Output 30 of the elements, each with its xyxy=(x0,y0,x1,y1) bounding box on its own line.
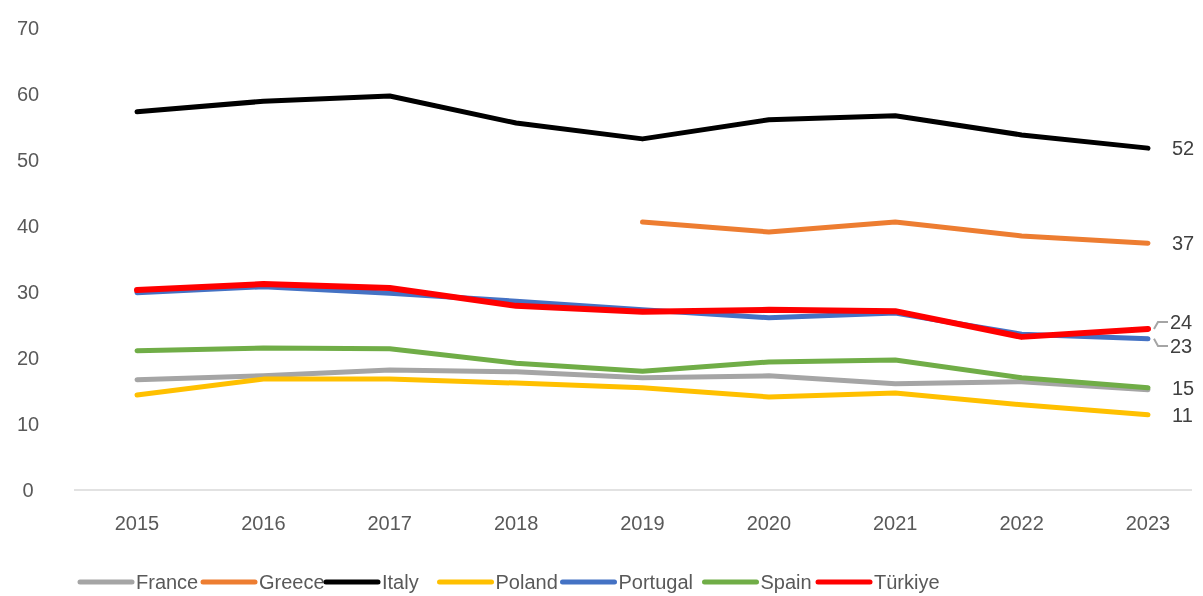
y-tick-label: 10 xyxy=(16,413,40,435)
y-tick-label: 60 xyxy=(16,83,40,105)
y-tick-label: 30 xyxy=(16,281,40,303)
y-tick-label: 0 xyxy=(22,479,34,501)
x-tick-label: 2018 xyxy=(493,512,539,534)
data-label: 23 xyxy=(1170,334,1193,357)
y-tick-label: 20 xyxy=(16,347,40,369)
legend-label: Italy xyxy=(382,571,419,593)
data-label: 15 xyxy=(1172,376,1195,399)
data-label: 24 xyxy=(1170,310,1193,333)
y-tick-label: 50 xyxy=(16,149,40,171)
x-tick-label: 2015 xyxy=(114,512,160,534)
legend-label: Türkiye xyxy=(874,571,940,593)
y-tick-label: 70 xyxy=(16,17,40,39)
data-label: 11 xyxy=(1172,403,1193,426)
legend-label: Poland xyxy=(495,571,558,593)
x-tick-label: 2023 xyxy=(1125,512,1171,534)
data-label: 37 xyxy=(1172,232,1195,255)
x-tick-label: 2016 xyxy=(241,512,286,534)
x-tick-label: 2020 xyxy=(746,512,792,534)
legend-label: Portugal xyxy=(618,571,693,593)
x-tick-label: 2017 xyxy=(367,512,412,534)
y-tick-label: 40 xyxy=(16,215,40,237)
x-tick-label: 2021 xyxy=(873,512,918,534)
x-tick-label: 2022 xyxy=(999,512,1044,534)
legend-label: France xyxy=(136,571,199,593)
legend-label: Greece xyxy=(259,571,325,593)
data-label: 52 xyxy=(1172,137,1195,160)
legend-label: Spain xyxy=(760,571,812,593)
x-tick-label: 2019 xyxy=(620,512,665,534)
